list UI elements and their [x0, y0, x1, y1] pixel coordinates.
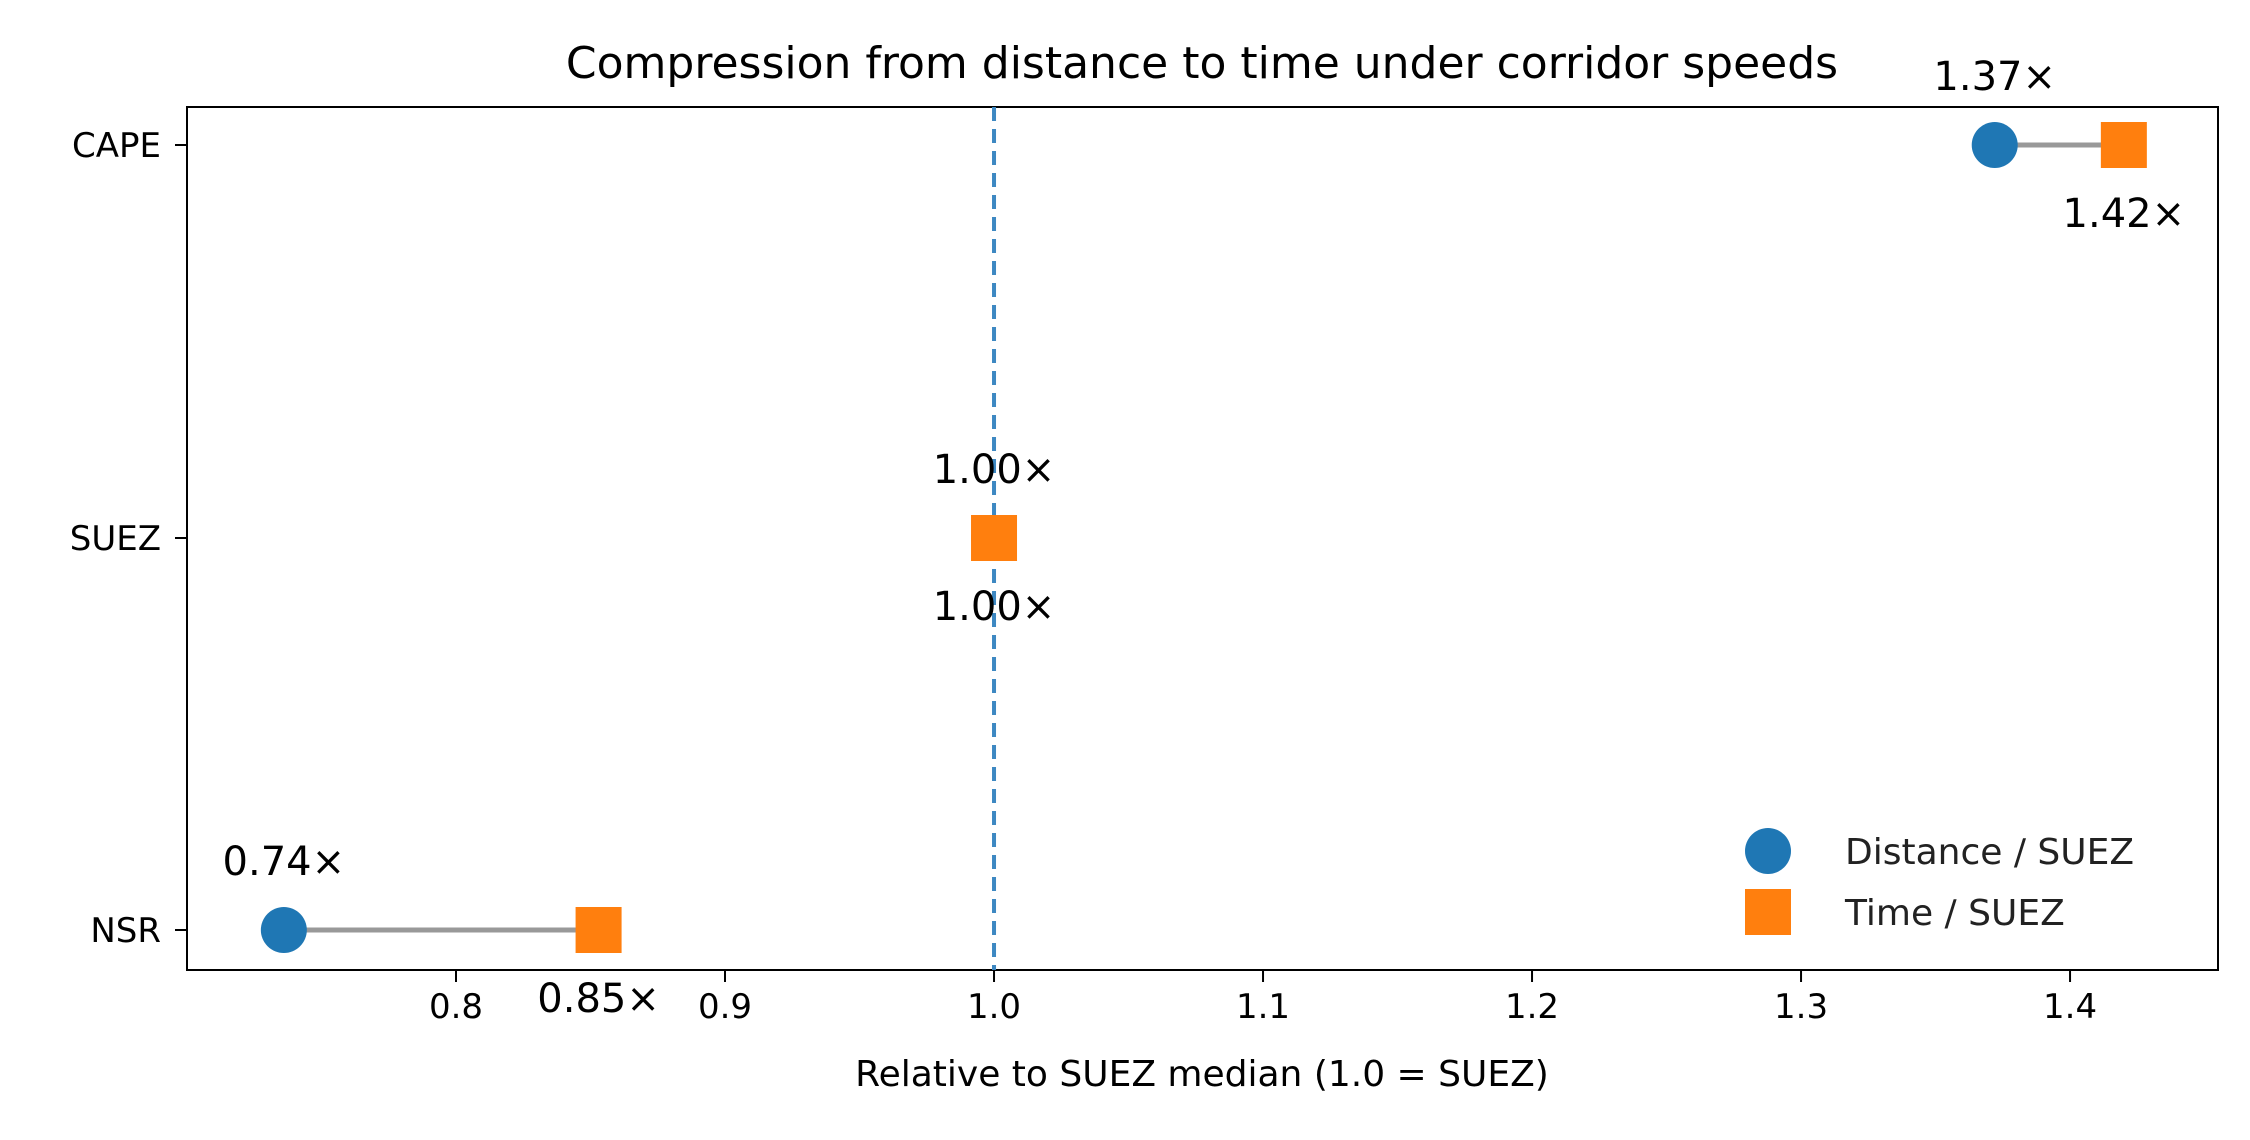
time-point [971, 515, 1018, 561]
y-tick-label: NSR [90, 911, 161, 951]
time-label: 0.85× [537, 976, 660, 1022]
x-tick-label: 0.9 [698, 987, 752, 1027]
x-tick-label: 1.2 [1505, 987, 1559, 1027]
x-tick-label: 0.8 [429, 987, 483, 1027]
time-label: 1.42× [2063, 191, 2186, 237]
x-tick-label: 1.4 [2043, 987, 2097, 1027]
x-tick-label: 1.0 [967, 987, 1021, 1027]
distance-label: 0.74× [223, 839, 346, 885]
plot-area: 0.8 0.9 1.0 1.1 1.2 1.3 1.4 CAPE SUEZ NSR 1.37× 1.4… [70, 54, 2219, 1027]
y-tick-label: CAPE [72, 126, 161, 166]
x-tick-label: 1.1 [1236, 987, 1290, 1027]
distance-label: 1.00× [933, 447, 1056, 493]
legend-distance-label: Distance / SUEZ [1845, 832, 2134, 873]
legend: Distance / SUEZ Time / SUEZ [1745, 828, 2134, 935]
distance-point [1971, 122, 2018, 168]
y-tick-label: SUEZ [70, 519, 161, 559]
legend-time-marker [1745, 889, 1791, 935]
time-label: 1.00× [933, 584, 1056, 630]
distance-label: 1.37× [1933, 54, 2056, 100]
chart-title: Compression from distance to time under … [566, 38, 1838, 89]
time-point [2100, 122, 2147, 168]
distance-point [260, 907, 307, 953]
legend-time-label: Time / SUEZ [1844, 893, 2065, 934]
legend-distance-marker [1745, 828, 1791, 874]
time-point [575, 907, 622, 953]
x-axis-label: Relative to SUEZ median (1.0 = SUEZ) [855, 1054, 1549, 1095]
x-tick-label: 1.3 [1774, 987, 1828, 1027]
